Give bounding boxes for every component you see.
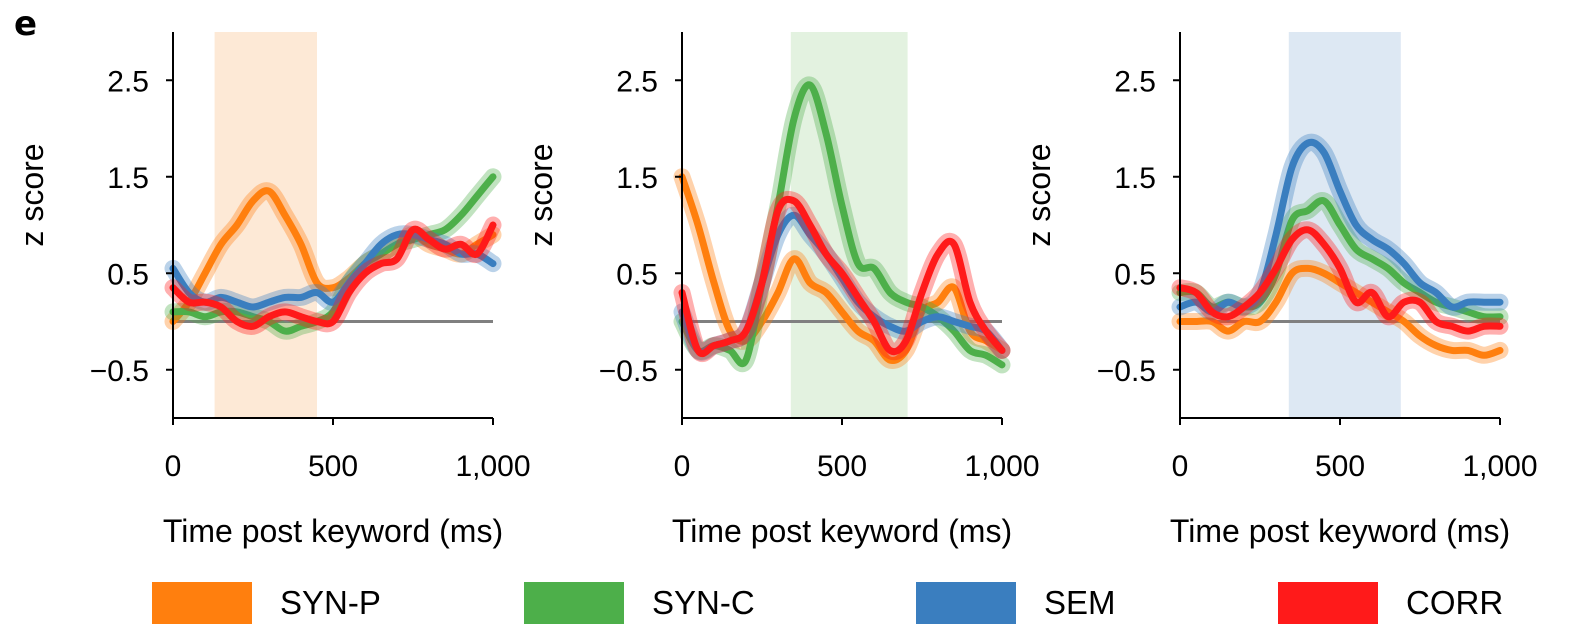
legend-swatch-sem [916, 582, 1016, 624]
panel-3-x-tick-label: 500 [1315, 450, 1365, 483]
panel-2-y-tick-label: 0.5 [616, 258, 658, 291]
panel-1-line-sem [169, 230, 497, 311]
panel-1-y-tick-label: −0.5 [90, 355, 149, 388]
legend-label-corr: CORR [1406, 584, 1504, 621]
panel-3-y-tick-label: 1.5 [1114, 162, 1156, 195]
panel-3-highlight-window [1288, 32, 1401, 418]
legend-swatch-syn-c [524, 582, 624, 624]
panel-1-x-tick-label: 500 [308, 450, 358, 483]
legend-swatch-syn-p [152, 582, 252, 624]
panel-2-x-tick-label: 500 [817, 450, 867, 483]
panel-1-y-tick-label: 1.5 [107, 162, 149, 195]
panel-2-x-axis-label: Time post keyword (ms) [672, 513, 1012, 549]
panel-3-y-tick-label: −0.5 [1097, 355, 1156, 388]
panel-2-x-tick-label: 1,000 [964, 450, 1039, 483]
legend-label-sem: SEM [1044, 584, 1116, 621]
panel-1-line-corr [169, 221, 497, 330]
panel-2-y-tick-label: 2.5 [616, 65, 658, 98]
panel-2-x-tick-label: 0 [674, 450, 691, 483]
panel-3-x-axis-label: Time post keyword (ms) [1170, 513, 1510, 549]
legend-label-syn-p: SYN-P [280, 584, 381, 621]
panel-1-y-tick-label: 2.5 [107, 65, 149, 98]
panel-1-y-tick-label: 0.5 [107, 258, 149, 291]
panel-2-line-corr [678, 195, 1006, 358]
panel-label: e [14, 4, 38, 44]
panel-2-y-tick-label: −0.5 [599, 355, 658, 388]
panel-3-x-tick-label: 0 [1172, 450, 1189, 483]
legend-swatch-corr [1278, 582, 1378, 624]
panel-1-x-tick-label: 1,000 [455, 450, 530, 483]
panel-3: −0.5 0.5 1.5 2.5 0 500 1,000 Time post keyword … [1021, 32, 1538, 549]
panel-3-y-tick-label: 0.5 [1114, 258, 1156, 291]
panel-2-line-syn-c [678, 81, 1006, 369]
panel-3-y-axis-label: z score [1021, 143, 1057, 246]
panel-1: −0.5 0.5 1.5 2.5 0 500 1,000 Time post keyword … [14, 32, 531, 549]
panel-2-y-tick-label: 1.5 [616, 162, 658, 195]
panel-1-highlight-window [214, 32, 317, 418]
panel-3-line-sem [1176, 138, 1504, 316]
legend-label-syn-c: SYN-C [652, 584, 755, 621]
panel-3-line-corr [1176, 226, 1504, 335]
panel-2-y-axis-label: z score [523, 143, 559, 246]
panel-3-y-tick-label: 2.5 [1114, 65, 1156, 98]
panel-3-line-syn-p [1176, 264, 1504, 359]
panel-2: −0.5 0.5 1.5 2.5 0 500 1,000 Time post keyword … [523, 32, 1040, 549]
panel-1-x-tick-label: 0 [165, 450, 182, 483]
panel-1-x-axis-label: Time post keyword (ms) [163, 513, 503, 549]
panel-3-x-tick-label: 1,000 [1462, 450, 1537, 483]
panel-1-y-axis-label: z score [14, 143, 50, 246]
